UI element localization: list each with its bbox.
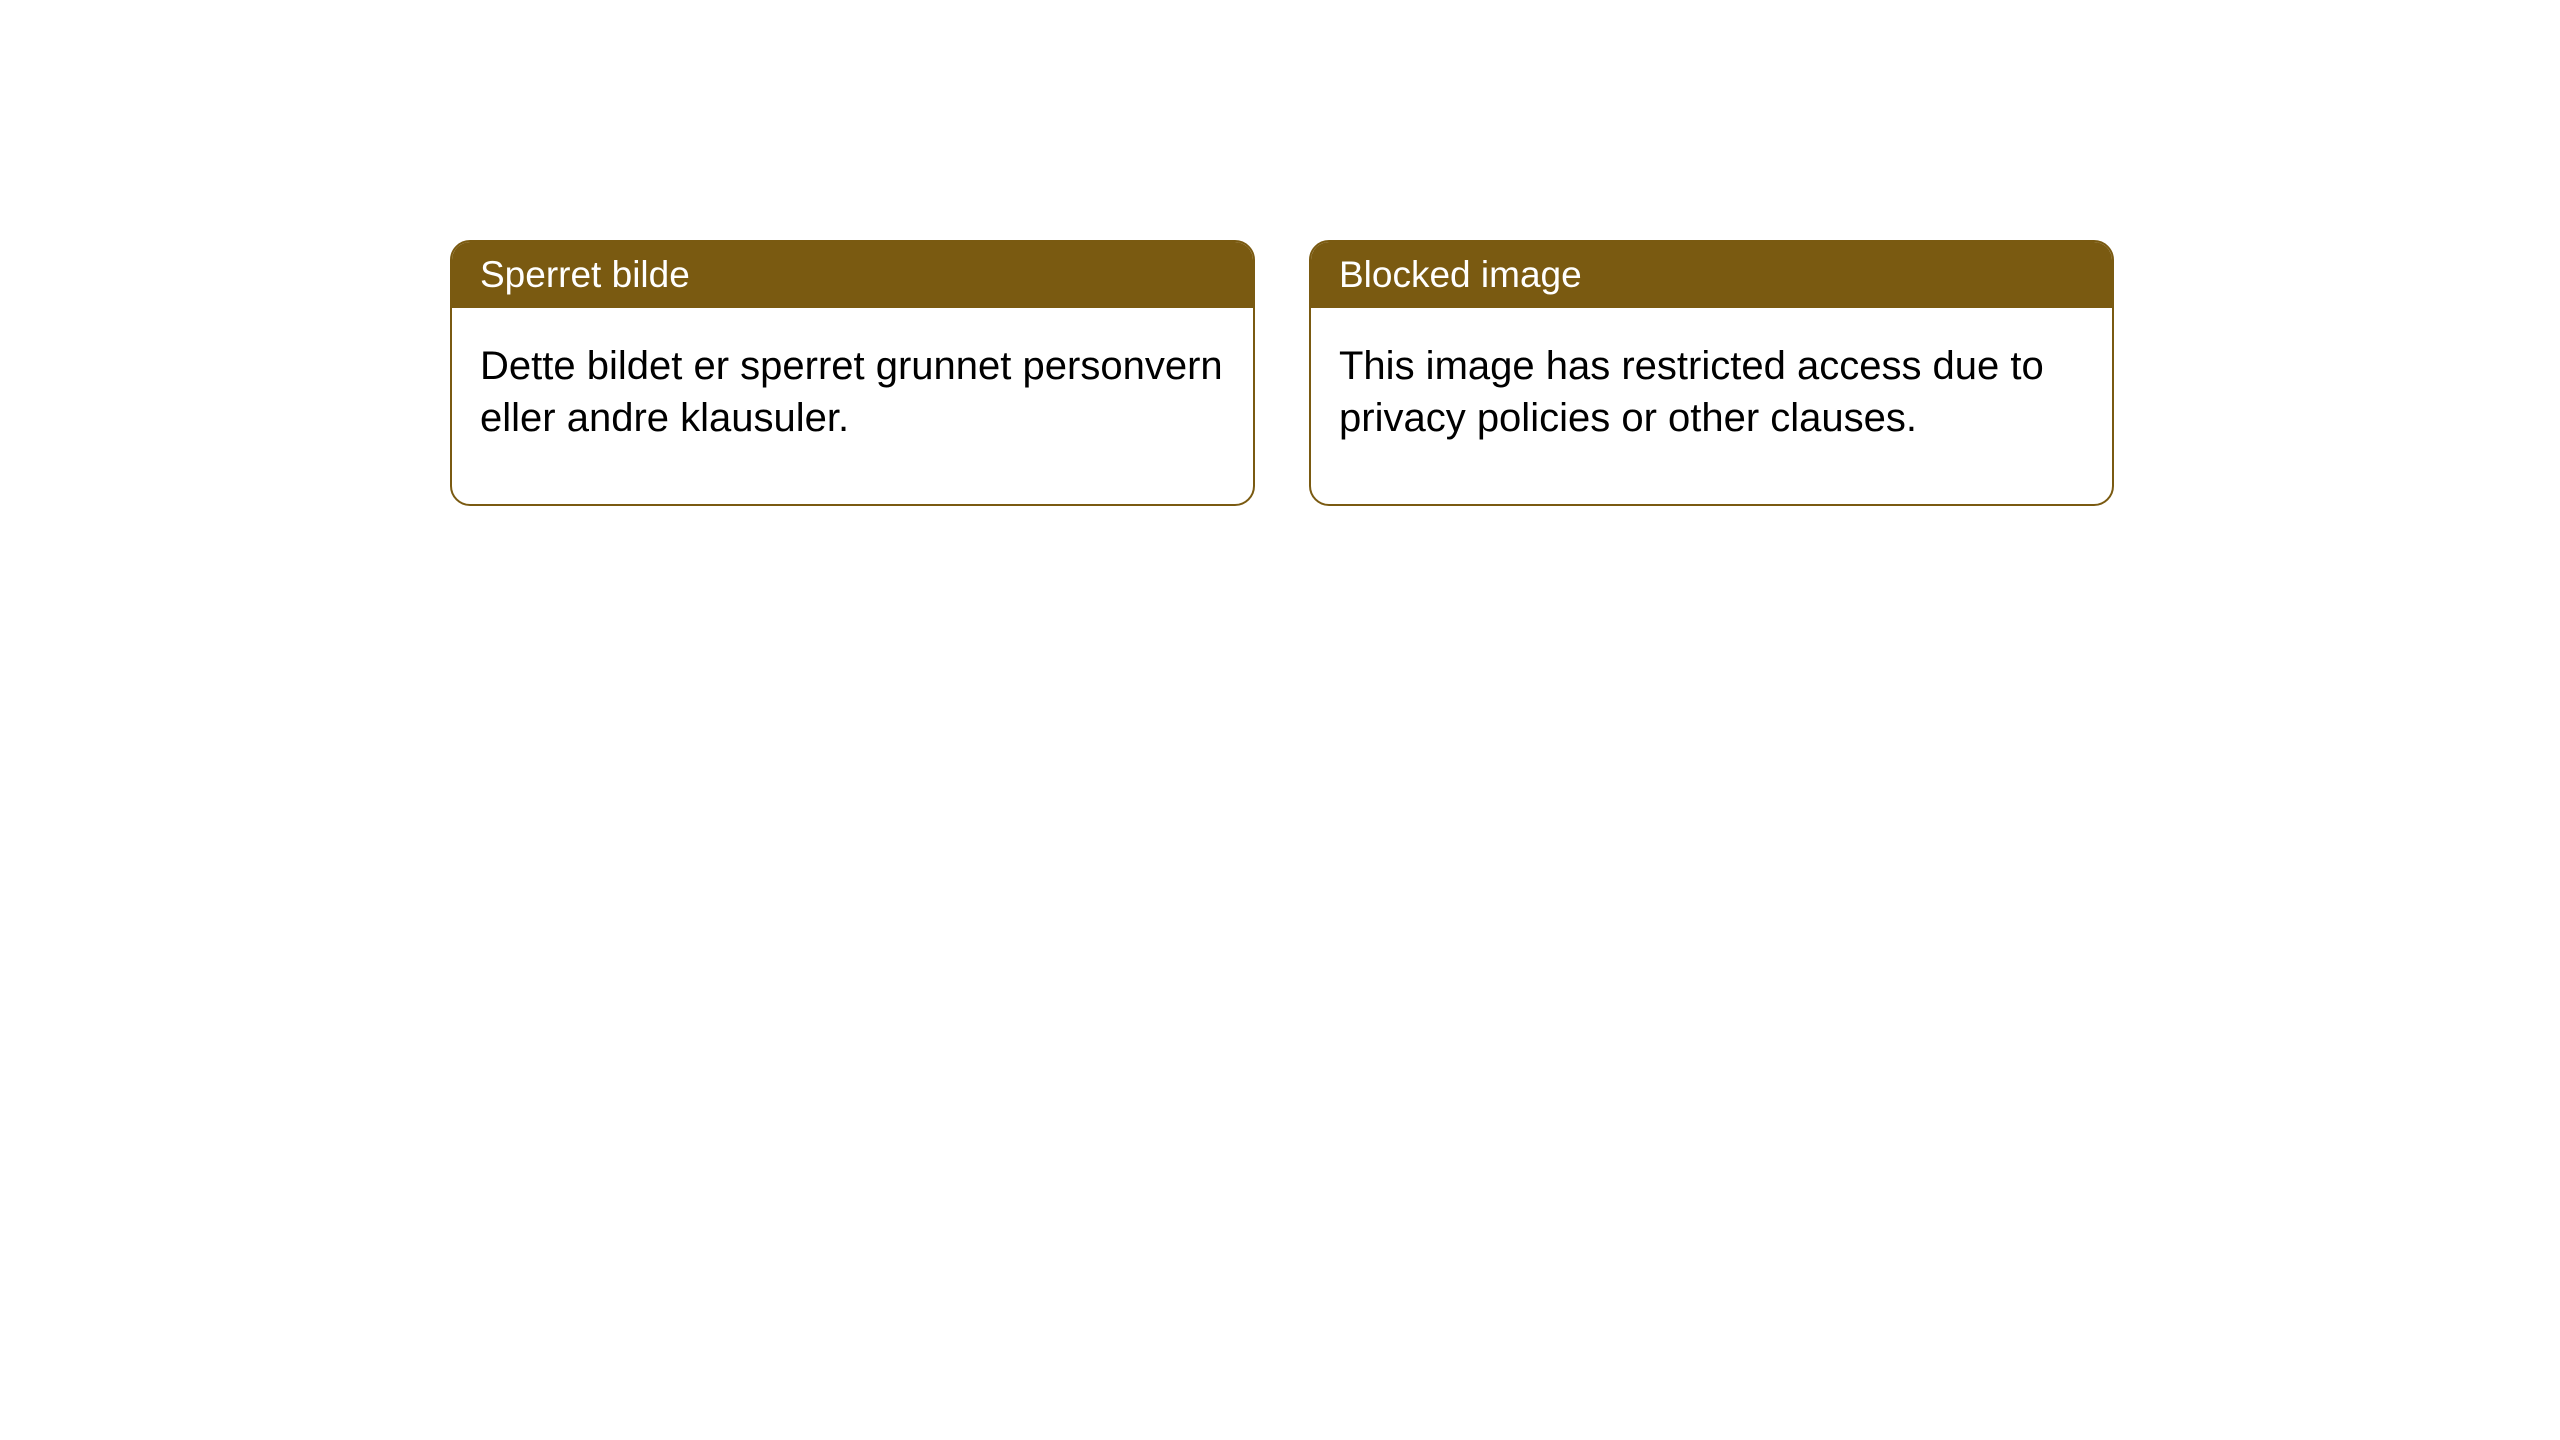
card-title-norwegian: Sperret bilde xyxy=(480,254,690,295)
card-message-norwegian: Dette bildet er sperret grunnet personve… xyxy=(480,344,1223,440)
blocked-image-card-norwegian: Sperret bilde Dette bildet er sperret gr… xyxy=(450,240,1255,506)
notice-container: Sperret bilde Dette bildet er sperret gr… xyxy=(0,0,2560,506)
card-title-english: Blocked image xyxy=(1339,254,1582,295)
card-header-english: Blocked image xyxy=(1311,242,2112,308)
blocked-image-card-english: Blocked image This image has restricted … xyxy=(1309,240,2114,506)
card-body-norwegian: Dette bildet er sperret grunnet personve… xyxy=(452,308,1253,504)
card-message-english: This image has restricted access due to … xyxy=(1339,344,2044,440)
card-header-norwegian: Sperret bilde xyxy=(452,242,1253,308)
card-body-english: This image has restricted access due to … xyxy=(1311,308,2112,504)
